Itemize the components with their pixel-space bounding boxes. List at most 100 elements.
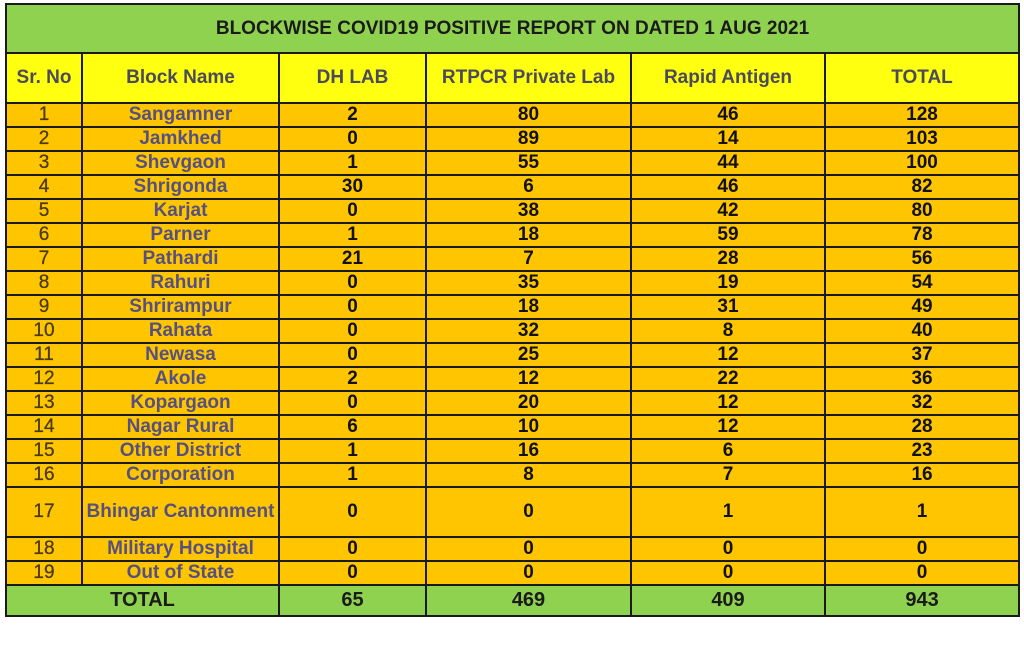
header-rapid-antigen: Rapid Antigen: [630, 52, 826, 104]
cell-sr-no: 11: [5, 342, 83, 368]
cell-dh-lab: 0: [278, 318, 427, 344]
cell-rtpcr-private-lab: 32: [425, 318, 632, 344]
table-row: 19 Out of State 0 0 0 0: [5, 560, 1021, 586]
cell-dh-lab: 30: [278, 174, 427, 200]
cell-rapid-antigen: 8: [630, 318, 826, 344]
cell-sr-no: 3: [5, 150, 83, 176]
cell-rapid-antigen: 12: [630, 390, 826, 416]
cell-sr-no: 10: [5, 318, 83, 344]
table-row: 18 Military Hospital 0 0 0 0: [5, 536, 1021, 562]
cell-dh-lab: 6: [278, 414, 427, 440]
cell-block-name: Corporation: [81, 462, 280, 488]
covid-report-table: BLOCKWISE COVID19 POSITIVE REPORT ON DAT…: [4, 3, 1021, 617]
cell-rtpcr-private-lab: 35: [425, 270, 632, 296]
cell-sr-no: 1: [5, 102, 83, 128]
table-row: 7 Pathardi 21 7 28 56: [5, 246, 1021, 272]
cell-rtpcr-private-lab: 18: [425, 222, 632, 248]
cell-block-name: Jamkhed: [81, 126, 280, 152]
cell-rapid-antigen: 7: [630, 462, 826, 488]
table-row: 6 Parner 1 18 59 78: [5, 222, 1021, 248]
cell-block-name: Nagar Rural: [81, 414, 280, 440]
table-row: 5 Karjat 0 38 42 80: [5, 198, 1021, 224]
table-row: 10 Rahata 0 32 8 40: [5, 318, 1021, 344]
title-row: BLOCKWISE COVID19 POSITIVE REPORT ON DAT…: [4, 3, 1021, 54]
cell-rtpcr-private-lab: 89: [425, 126, 632, 152]
cell-dh-lab: 1: [278, 462, 427, 488]
cell-dh-lab: 1: [278, 438, 427, 464]
cell-block-name: Rahata: [81, 318, 280, 344]
cell-dh-lab: 0: [278, 390, 427, 416]
header-dh-lab: DH LAB: [278, 52, 427, 104]
cell-block-name: Other District: [81, 438, 280, 464]
cell-total: 36: [823, 366, 1021, 392]
cell-rapid-antigen: 12: [630, 342, 826, 368]
cell-dh-lab: 0: [278, 486, 427, 538]
cell-sr-no: 16: [5, 462, 83, 488]
cell-rapid-antigen: 0: [630, 536, 826, 562]
cell-total: 28: [823, 414, 1021, 440]
cell-dh-lab: 1: [278, 150, 427, 176]
cell-sr-no: 13: [5, 390, 83, 416]
header-total: TOTAL: [823, 52, 1021, 104]
cell-rapid-antigen: 14: [630, 126, 826, 152]
cell-block-name: Akole: [81, 366, 280, 392]
cell-total: 49: [823, 294, 1021, 320]
cell-block-name: Pathardi: [81, 246, 280, 272]
cell-rtpcr-private-lab: 80: [425, 102, 632, 128]
cell-rtpcr-private-lab: 10: [425, 414, 632, 440]
table-row: 2 Jamkhed 0 89 14 103: [5, 126, 1021, 152]
cell-rapid-antigen: 42: [630, 198, 826, 224]
cell-sr-no: 4: [5, 174, 83, 200]
cell-block-name: Bhingar Cantonment: [81, 486, 280, 538]
cell-rtpcr-private-lab: 7: [425, 246, 632, 272]
cell-total: 0: [823, 536, 1021, 562]
cell-sr-no: 9: [5, 294, 83, 320]
cell-total: 40: [823, 318, 1021, 344]
cell-dh-lab: 0: [278, 126, 427, 152]
cell-block-name: Military Hospital: [81, 536, 280, 562]
cell-block-name: Shrigonda: [81, 174, 280, 200]
table-row: 12 Akole 2 12 22 36: [5, 366, 1021, 392]
cell-block-name: Shevgaon: [81, 150, 280, 176]
header-row: Sr. No Block Name DH LAB RTPCR Private L…: [5, 52, 1021, 104]
cell-total: 56: [823, 246, 1021, 272]
cell-block-name: Newasa: [81, 342, 280, 368]
header-rtpcr-private-lab: RTPCR Private Lab: [425, 52, 632, 104]
cell-dh-lab: 0: [278, 536, 427, 562]
cell-sr-no: 5: [5, 198, 83, 224]
report-title: BLOCKWISE COVID19 POSITIVE REPORT ON DAT…: [4, 3, 1021, 54]
cell-rapid-antigen: 19: [630, 270, 826, 296]
table-row: 11 Newasa 0 25 12 37: [5, 342, 1021, 368]
cell-sr-no: 15: [5, 438, 83, 464]
cell-rapid-antigen: 46: [630, 102, 826, 128]
cell-block-name: Kopargaon: [81, 390, 280, 416]
cell-total: 32: [823, 390, 1021, 416]
cell-dh-lab: 0: [278, 294, 427, 320]
cell-dh-lab: 2: [278, 102, 427, 128]
cell-total: 82: [823, 174, 1021, 200]
cell-rtpcr-private-lab: 6: [425, 174, 632, 200]
table-row: 9 Shrirampur 0 18 31 49: [5, 294, 1021, 320]
cell-rtpcr-private-lab: 38: [425, 198, 632, 224]
cell-rtpcr-private-lab: 20: [425, 390, 632, 416]
cell-block-name: Parner: [81, 222, 280, 248]
total-total: 943: [823, 584, 1021, 617]
cell-block-name: Rahuri: [81, 270, 280, 296]
table-row: 4 Shrigonda 30 6 46 82: [5, 174, 1021, 200]
cell-dh-lab: 0: [278, 342, 427, 368]
cell-rapid-antigen: 6: [630, 438, 826, 464]
cell-rtpcr-private-lab: 18: [425, 294, 632, 320]
cell-rapid-antigen: 44: [630, 150, 826, 176]
cell-rapid-antigen: 46: [630, 174, 826, 200]
cell-block-name: Shrirampur: [81, 294, 280, 320]
cell-sr-no: 14: [5, 414, 83, 440]
cell-block-name: Out of State: [81, 560, 280, 586]
cell-rapid-antigen: 12: [630, 414, 826, 440]
table-row: 17 Bhingar Cantonment 0 0 1 1: [5, 486, 1021, 538]
cell-sr-no: 18: [5, 536, 83, 562]
cell-block-name: Sangamner: [81, 102, 280, 128]
cell-rtpcr-private-lab: 12: [425, 366, 632, 392]
cell-dh-lab: 0: [278, 560, 427, 586]
cell-sr-no: 7: [5, 246, 83, 272]
total-rtpcr-private-lab: 469: [425, 584, 632, 617]
